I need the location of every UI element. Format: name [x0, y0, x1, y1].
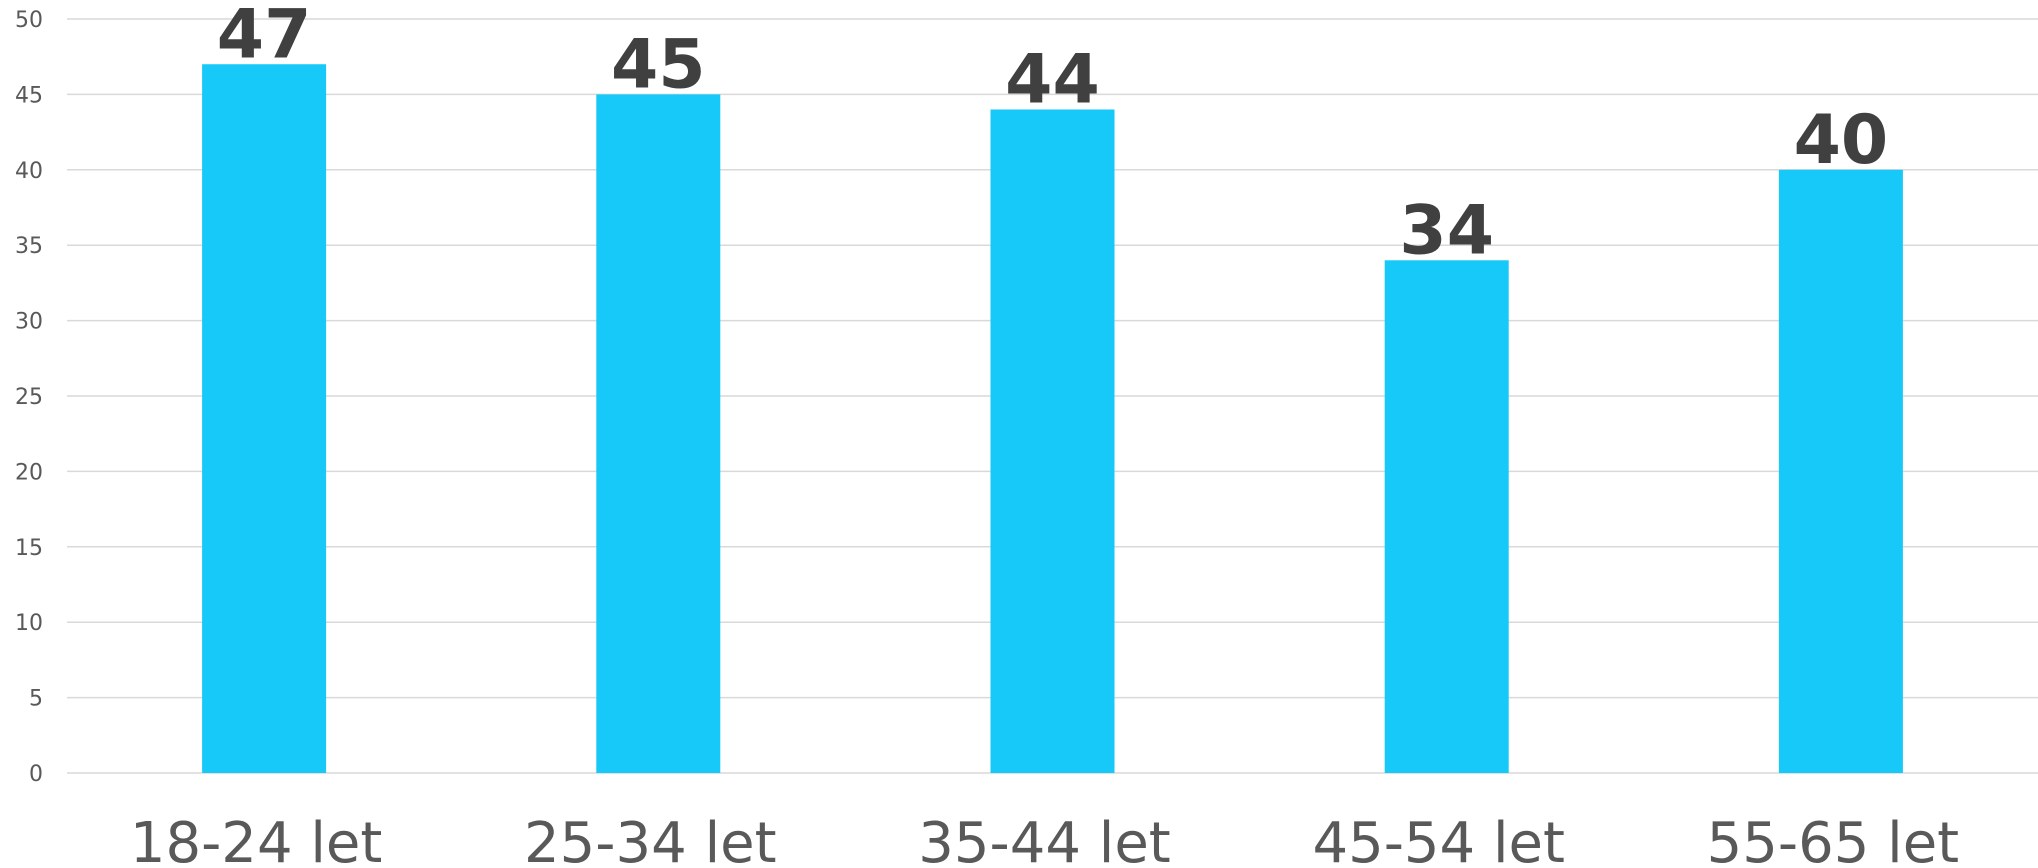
data-label: 45 — [611, 25, 706, 104]
y-tick-label: 0 — [29, 762, 43, 787]
bar-55-65-let — [1778, 169, 1903, 774]
y-tick-label: 20 — [15, 460, 43, 485]
data-label: 34 — [1399, 191, 1494, 270]
bars — [202, 64, 1903, 774]
x-tick-label: 18-24 let — [130, 811, 383, 868]
y-tick-label: 25 — [15, 385, 43, 410]
bar-45-54-let — [1384, 260, 1509, 773]
y-tick-label: 40 — [15, 159, 43, 184]
y-tick-label: 45 — [15, 83, 43, 108]
x-tick-label: 25-34 let — [524, 811, 777, 868]
data-labels: 47 45 44 34 40 — [217, 0, 1888, 270]
y-tick-label: 35 — [15, 234, 43, 259]
data-label: 40 — [1794, 101, 1889, 180]
y-tick-label: 50 — [15, 8, 43, 33]
bar-35-44-let — [990, 109, 1115, 774]
x-tick-label: 45-54 let — [1312, 811, 1565, 868]
x-axis: 18-24 let 25-34 let 35-44 let 45-54 let 55-6… — [130, 811, 1959, 868]
bar-18-24-let — [202, 64, 327, 774]
x-tick-label: 55-65 let — [1707, 811, 1960, 868]
data-label: 44 — [1005, 40, 1100, 119]
x-tick-label: 35-44 let — [918, 811, 1171, 868]
y-tick-label: 5 — [29, 687, 43, 712]
data-label: 47 — [217, 0, 312, 74]
bar-25-34-let — [596, 94, 721, 773]
y-tick-label: 10 — [15, 611, 43, 636]
y-axis: 0 5 10 15 20 25 30 35 40 45 50 — [15, 8, 43, 787]
y-tick-label: 15 — [15, 536, 43, 561]
y-tick-label: 30 — [15, 310, 43, 335]
